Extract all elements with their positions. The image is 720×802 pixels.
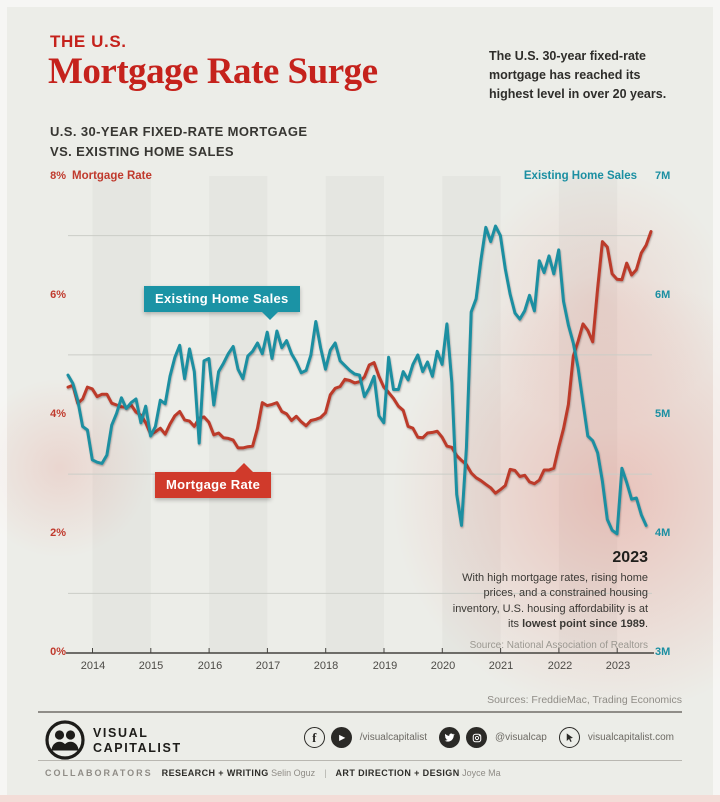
left-axis-title: Mortgage Rate	[72, 170, 152, 182]
sources-line: Sources: FreddieMac, Trading Economics	[487, 694, 682, 706]
existing-home-sales-callout: Existing Home Sales	[144, 286, 300, 320]
year-label-2019: 2019	[372, 660, 398, 672]
annotation-2023: 2023 With high mortgage rates, rising ho…	[443, 549, 648, 651]
collaborators-line: COLLABORATORS RESEARCH + WRITING Selin O…	[45, 768, 501, 778]
year-label-2020: 2020	[430, 660, 456, 672]
brand-line2: CAPITALIST	[93, 741, 182, 755]
left-tick-2pct: 2%	[50, 527, 66, 539]
instagram-icon	[466, 727, 487, 748]
year-label-2017: 2017	[255, 660, 281, 672]
cursor-icon	[558, 727, 580, 748]
right-tick-5m: 5M	[655, 408, 671, 420]
gridlines	[66, 175, 654, 654]
year-label-2023: 2023	[605, 660, 631, 672]
social-handle-2: @visualcap	[495, 732, 547, 743]
annotation-body-bold: lowest point since 1989	[522, 618, 645, 631]
left-tick-4pct: 4%	[50, 408, 66, 420]
intro-description: The U.S. 30-year fixed-rate mortgage has…	[489, 49, 667, 101]
collaborators-label: COLLABORATORS	[45, 768, 153, 778]
facebook-icon: f	[303, 727, 325, 748]
year-label-2018: 2018	[313, 660, 339, 672]
research-writing-credit: RESEARCH + WRITING Selin Oguz	[161, 768, 316, 778]
year-label-2022: 2022	[547, 660, 573, 672]
chart-subtitle-line1: U.S. 30-YEAR FIXED-RATE MORTGAGE	[50, 124, 308, 139]
kicker: THE U.S.	[50, 32, 127, 51]
social-handle: /visualcapitalist	[359, 732, 427, 743]
pink-glow-upper	[470, 170, 720, 430]
series-lines	[66, 224, 653, 536]
art-direction-credit: ART DIRECTION + DESIGN Joyce Ma	[335, 768, 501, 778]
chart-subtitle: U.S. 30-YEAR FIXED-RATE MORTGAGE VS. EXI…	[50, 122, 307, 162]
year-label-2016: 2016	[197, 660, 223, 672]
right-tick-6m: 6M	[655, 289, 671, 301]
year-label-2021: 2021	[488, 660, 514, 672]
left-tick-8pct: 8%	[50, 170, 66, 182]
brand-line1: VISUAL	[93, 726, 149, 740]
logo-mark-icon	[45, 720, 85, 760]
left-tick-6pct: 6%	[50, 289, 66, 301]
annotation-body-end: .	[644, 618, 648, 631]
mortgage-rate-callout: Mortgage Rate	[155, 463, 272, 498]
twitter-icon	[439, 727, 460, 748]
credit-divider: |	[324, 768, 327, 778]
annotation-body-text: With high mortgage rates, rising home pr…	[452, 572, 648, 631]
bottom-accent-strip	[0, 795, 720, 802]
right-tick-3m: 3M	[655, 646, 671, 658]
footer-rule-bottom	[38, 760, 682, 761]
annotation-year: 2023	[612, 549, 648, 566]
left-tick-0pct: 0%	[50, 646, 66, 658]
visual-capitalist-logo	[45, 720, 85, 765]
chart-subtitle-line2: VS. EXISTING HOME SALES	[50, 144, 235, 160]
youtube-icon: ▶	[330, 727, 352, 748]
footer-rule-top	[38, 711, 682, 713]
page-title: Mortgage Rate Surge	[48, 51, 378, 92]
social-row: f ▶ /visualcapitalist @visualcap visualc…	[303, 727, 680, 748]
annotation-body: With high mortgage rates, rising home pr…	[443, 571, 648, 633]
right-tick-7m: 7M	[655, 170, 671, 182]
x-axis-year-labels: 2014 2015 2016 2017 2018 2019 2020 2021 …	[0, 660, 720, 674]
right-axis-title: Existing Home Sales	[523, 170, 637, 182]
year-label-2015: 2015	[138, 660, 164, 672]
year-label-2014: 2014	[80, 660, 106, 672]
right-tick-4m: 4M	[655, 527, 671, 539]
annotation-source: Source: National Association of Realtors	[469, 639, 648, 651]
brand-wordmark: VISUAL CAPITALIST	[93, 726, 182, 756]
website-url: visualcapitalist.com	[587, 732, 674, 743]
